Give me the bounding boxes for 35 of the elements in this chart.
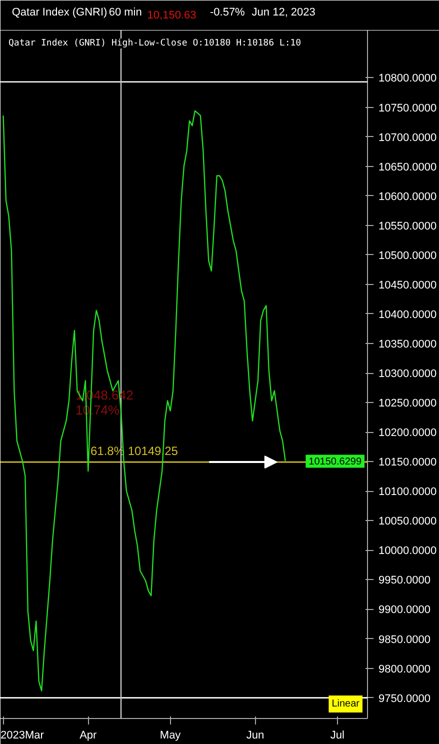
y-tick-label: 10250.0000 xyxy=(378,398,437,410)
y-tick-label: 10450.0000 xyxy=(378,279,437,292)
y-tick-label: 10800.0000 xyxy=(378,72,437,85)
y-tick-label: 10700.0000 xyxy=(378,132,437,144)
y-tick-label: 10200.0000 xyxy=(378,427,437,440)
text: 60 min xyxy=(108,6,142,18)
y-tick-label: 10550.0000 xyxy=(378,220,437,232)
text: Jun 12, 2023 xyxy=(252,6,316,18)
text: -0.57% xyxy=(210,6,246,18)
chart-title: Qatar Index (GNRI) xyxy=(12,6,108,18)
y-tick-label: 9750.0000 xyxy=(378,692,430,705)
y-tick-label: 9900.0000 xyxy=(378,604,430,616)
annotation: Linear xyxy=(332,698,360,710)
x-tick-label: Jul xyxy=(330,730,344,742)
y-tick-label: 10150.0000 xyxy=(378,456,437,469)
x-tick-label: May xyxy=(160,730,182,742)
y-tick-label: 10000.0000 xyxy=(378,545,437,558)
y-tick-label: 9800.0000 xyxy=(378,663,430,676)
y-tick-label: 10050.0000 xyxy=(378,516,437,528)
y-tick-label: 9950.0000 xyxy=(378,574,430,587)
x-tick-label: Apr xyxy=(80,730,98,742)
y-tick-label: 10500.0000 xyxy=(378,250,437,262)
y-tick-label: 10750.0000 xyxy=(378,102,437,114)
y-tick-label: 10300.0000 xyxy=(378,368,437,380)
annotation: 10150.6299 xyxy=(308,456,362,468)
y-tick-label: 10100.0000 xyxy=(378,486,437,498)
y-tick-label: 9850.0000 xyxy=(378,634,430,646)
y-tick-label: 10600.0000 xyxy=(378,190,437,203)
text: 10,150.63 xyxy=(147,10,196,22)
x-tick-label: Jun xyxy=(246,730,264,742)
x-tick-label: 2023Mar xyxy=(0,730,44,742)
y-tick-label: 10400.0000 xyxy=(378,308,437,321)
y-tick-label: 10350.0000 xyxy=(378,338,437,350)
y-tick-label: 10650.0000 xyxy=(378,161,437,174)
text: Qatar Index (GNRI) High-Low-Close O:10180 H:10186 L:10 xyxy=(8,38,302,48)
